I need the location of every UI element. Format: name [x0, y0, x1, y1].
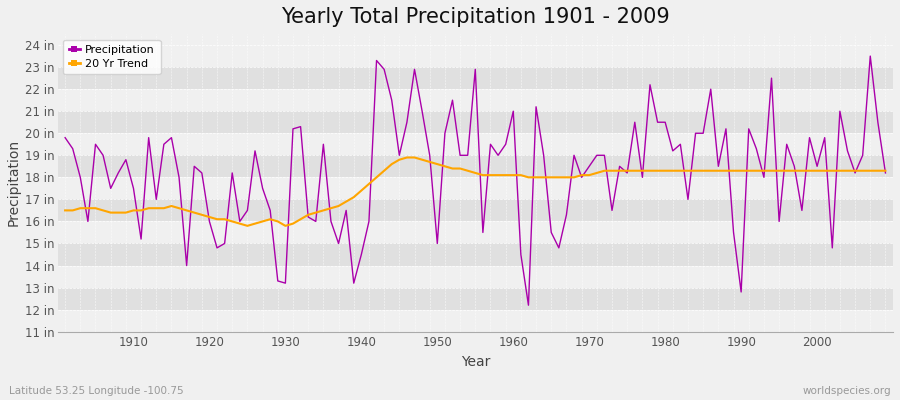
Y-axis label: Precipitation: Precipitation	[7, 139, 21, 226]
Bar	[58, 244, 893, 266]
Bar	[58, 288, 893, 310]
Text: Latitude 53.25 Longitude -100.75: Latitude 53.25 Longitude -100.75	[9, 386, 184, 396]
Legend: Precipitation, 20 Yr Trend: Precipitation, 20 Yr Trend	[63, 40, 160, 74]
X-axis label: Year: Year	[461, 355, 490, 369]
Title: Yearly Total Precipitation 1901 - 2009: Yearly Total Precipitation 1901 - 2009	[281, 7, 670, 27]
Bar	[58, 155, 893, 177]
Text: worldspecies.org: worldspecies.org	[803, 386, 891, 396]
Bar	[58, 111, 893, 133]
Bar	[58, 199, 893, 222]
Bar	[58, 67, 893, 89]
